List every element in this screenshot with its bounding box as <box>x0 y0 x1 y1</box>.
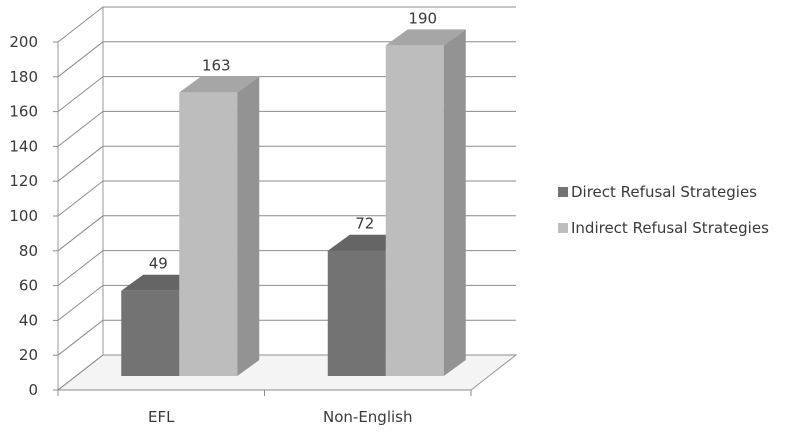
y-tick-label: 60 <box>19 277 38 295</box>
bar-data-label: 190 <box>408 9 437 27</box>
gridline-side <box>57 111 104 147</box>
y-tick-label: 80 <box>19 242 38 260</box>
bar <box>385 29 466 377</box>
legend: Direct Refusal Strategies Indirect Refusa… <box>558 183 769 237</box>
legend-label: Indirect Refusal Strategies <box>571 219 769 237</box>
bar-top-face <box>179 76 260 93</box>
y-tick-label: 160 <box>9 103 38 121</box>
bar-front-face <box>179 92 238 376</box>
bar-side-face <box>237 76 260 376</box>
x-category-label: EFL <box>148 408 175 426</box>
bar-front-face <box>385 45 444 377</box>
y-tick-label: 140 <box>9 137 38 155</box>
gridline-side <box>57 41 104 78</box>
legend-swatch <box>558 223 568 233</box>
y-axis: 0 20 40 60 80 100 120 140 160 180 200 <box>9 33 58 399</box>
bars: 49 163 72 190 <box>121 9 466 377</box>
bar-front-face <box>121 290 180 376</box>
gridline-side <box>57 354 104 391</box>
gridline-side <box>57 250 104 286</box>
gridline-side <box>57 285 104 321</box>
y-tick-label: 0 <box>28 381 38 399</box>
legend-swatch <box>558 187 568 197</box>
y-tick-label: 120 <box>9 172 38 190</box>
bar <box>179 76 260 376</box>
bar-top-face <box>385 29 466 46</box>
bar-front-face <box>327 250 386 376</box>
gridline-side <box>57 319 104 356</box>
gridline-side <box>57 180 104 217</box>
bar-data-label: 163 <box>202 56 231 74</box>
bar-side-face <box>443 29 466 377</box>
y-tick-label: 40 <box>19 311 38 329</box>
bar-data-label: 49 <box>149 255 168 273</box>
gridline-side <box>57 6 104 43</box>
x-axis: EFL Non-English <box>57 389 472 426</box>
gridline-side <box>57 215 104 252</box>
x-category-label: Non-English <box>323 408 412 426</box>
gridline-side <box>57 76 104 112</box>
gridline-side <box>57 145 104 182</box>
legend-label: Direct Refusal Strategies <box>571 183 757 201</box>
y-tick-label: 100 <box>9 207 38 225</box>
y-tick-label: 20 <box>19 346 38 364</box>
y-tick-label: 200 <box>9 33 38 51</box>
bar-data-label: 72 <box>355 215 374 233</box>
y-tick-label: 180 <box>9 68 38 86</box>
